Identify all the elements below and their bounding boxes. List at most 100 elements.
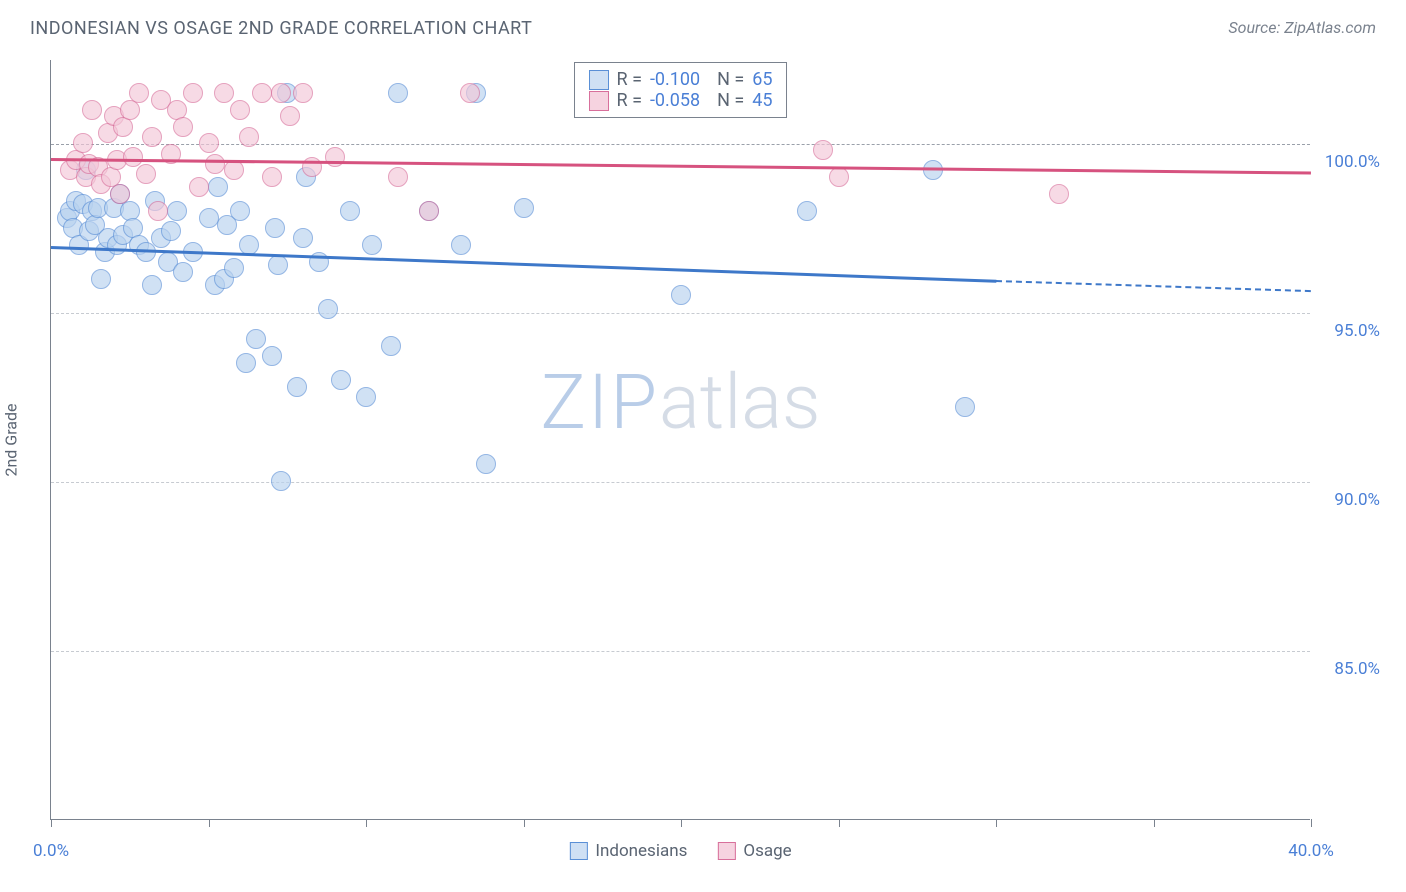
data-point xyxy=(476,454,496,474)
gridline xyxy=(51,313,1310,314)
legend-item: Osage xyxy=(717,841,791,861)
x-tick xyxy=(1311,819,1312,827)
data-point xyxy=(199,208,219,228)
data-point xyxy=(280,106,300,126)
data-point xyxy=(189,177,209,197)
data-point xyxy=(252,83,272,103)
x-tick xyxy=(839,819,840,827)
data-point xyxy=(173,117,193,137)
legend-swatch xyxy=(569,842,587,860)
chart-title: INDONESIAN VS OSAGE 2ND GRADE CORRELATIO… xyxy=(30,18,532,39)
legend-row: R = -0.100 N = 65 xyxy=(589,69,773,90)
x-tick xyxy=(51,819,52,827)
y-tick-label: 90.0% xyxy=(1334,490,1380,510)
legend-label: Indonesians xyxy=(595,841,687,861)
data-point xyxy=(148,201,168,221)
data-point xyxy=(230,100,250,120)
legend-swatch xyxy=(589,70,609,90)
legend-n-value: 65 xyxy=(752,69,772,90)
data-point xyxy=(142,127,162,147)
data-point xyxy=(91,269,111,289)
legend-n-value: 45 xyxy=(752,90,772,111)
data-point xyxy=(214,83,234,103)
series-legend: Indonesians Osage xyxy=(569,841,791,861)
x-tick-label: 0.0% xyxy=(33,841,69,861)
x-tick xyxy=(524,819,525,827)
data-point xyxy=(293,83,313,103)
x-tick xyxy=(366,819,367,827)
chart-source: Source: ZipAtlas.com xyxy=(1228,18,1376,37)
data-point xyxy=(923,160,943,180)
scatter-chart: 2nd Grade ZIPatlas R = -0.100 N = 65R = … xyxy=(50,60,1370,820)
data-point xyxy=(73,133,93,153)
data-point xyxy=(262,346,282,366)
data-point xyxy=(224,160,244,180)
data-point xyxy=(236,353,256,373)
legend-r-label: R = xyxy=(617,69,642,90)
data-point xyxy=(265,218,285,238)
gridline xyxy=(51,144,1310,145)
data-point xyxy=(142,275,162,295)
data-point xyxy=(451,235,471,255)
trendline xyxy=(51,246,996,282)
data-point xyxy=(318,299,338,319)
data-point xyxy=(208,177,228,197)
data-point xyxy=(161,221,181,241)
y-tick-label: 95.0% xyxy=(1334,321,1380,341)
data-point xyxy=(271,83,291,103)
data-point xyxy=(271,471,291,491)
data-point xyxy=(955,397,975,417)
data-point xyxy=(514,198,534,218)
data-point xyxy=(246,329,266,349)
legend-r-label: R = xyxy=(617,90,642,111)
data-point xyxy=(797,201,817,221)
data-point xyxy=(110,184,130,204)
legend-n-label: N = xyxy=(708,69,744,90)
data-point xyxy=(419,201,439,221)
data-point xyxy=(129,83,149,103)
watermark: ZIPatlas xyxy=(540,357,820,447)
data-point xyxy=(381,336,401,356)
data-point xyxy=(205,154,225,174)
legend-r-value: -0.100 xyxy=(650,69,700,90)
gridline xyxy=(51,482,1310,483)
data-point xyxy=(356,387,376,407)
x-tick-label: 40.0% xyxy=(1288,841,1334,861)
data-point xyxy=(829,167,849,187)
x-tick xyxy=(209,819,210,827)
data-point xyxy=(123,147,143,167)
data-point xyxy=(173,262,193,282)
data-point xyxy=(268,255,288,275)
data-point xyxy=(331,370,351,390)
legend-swatch xyxy=(717,842,735,860)
legend-row: R = -0.058 N = 45 xyxy=(589,90,773,111)
data-point xyxy=(325,147,345,167)
data-point xyxy=(340,201,360,221)
data-point xyxy=(199,133,219,153)
y-axis-label: 2nd Grade xyxy=(2,403,21,476)
gridline xyxy=(51,651,1310,652)
correlation-legend: R = -0.100 N = 65R = -0.058 N = 45 xyxy=(574,62,788,118)
legend-label: Osage xyxy=(743,841,791,861)
legend-r-value: -0.058 xyxy=(650,90,700,111)
data-point xyxy=(388,167,408,187)
x-tick xyxy=(681,819,682,827)
data-point xyxy=(136,164,156,184)
data-point xyxy=(388,83,408,103)
plot-area: 2nd Grade ZIPatlas R = -0.100 N = 65R = … xyxy=(50,60,1310,820)
y-tick-label: 85.0% xyxy=(1334,659,1380,679)
data-point xyxy=(239,127,259,147)
data-point xyxy=(230,201,250,221)
data-point xyxy=(183,83,203,103)
data-point xyxy=(82,100,102,120)
data-point xyxy=(362,235,382,255)
legend-item: Indonesians xyxy=(569,841,687,861)
x-tick xyxy=(1154,819,1155,827)
x-tick xyxy=(996,819,997,827)
data-point xyxy=(460,83,480,103)
data-point xyxy=(224,258,244,278)
legend-n-label: N = xyxy=(708,90,744,111)
data-point xyxy=(287,377,307,397)
data-point xyxy=(262,167,282,187)
data-point xyxy=(167,201,187,221)
